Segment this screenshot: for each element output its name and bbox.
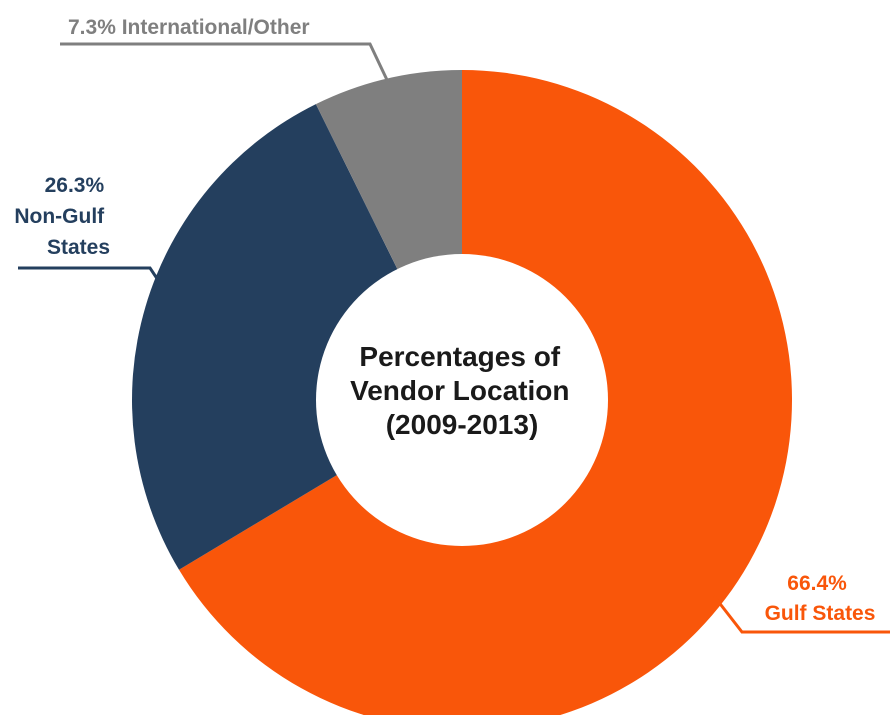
chart-title-line-3: (2009-2013) — [386, 409, 539, 440]
label-connectors — [18, 42, 890, 634]
slice-label-gulf-states-line-1: 66.4% — [787, 572, 847, 595]
slice-label-non-gulf-states-line-3: States — [47, 236, 110, 259]
slice-label-international-other-line-1: 7.3% International/Other — [68, 16, 310, 39]
slice-label-gulf-states-line-2: Gulf States — [765, 602, 876, 625]
slice-label-gulf-states: 66.4% Gulf States — [765, 572, 876, 625]
connector-non-gulf-states — [18, 266, 160, 281]
slice-label-non-gulf-states-line-2: Non-Gulf — [14, 205, 105, 228]
slice-label-non-gulf-states: 26.3% Non-Gulf States — [14, 174, 110, 259]
chart-title: Percentages of Vendor Location (2009-201… — [350, 341, 574, 440]
slice-label-international-other: 7.3% International/Other — [68, 16, 310, 39]
slice-label-non-gulf-states-line-1: 26.3% — [45, 174, 105, 197]
connector-gulf-states — [712, 595, 890, 634]
chart-title-line-1: Percentages of — [359, 341, 560, 372]
slice-non-gulf-states — [132, 104, 462, 570]
donut-hole — [316, 254, 608, 546]
connector-international-other — [60, 42, 390, 83]
chart-title-line-2: Vendor Location — [350, 375, 569, 406]
